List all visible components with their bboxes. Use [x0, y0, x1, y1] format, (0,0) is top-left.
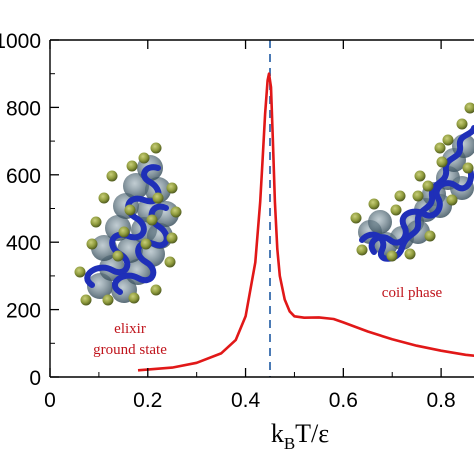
molecule-bead [146, 214, 158, 226]
molecule-bead [422, 180, 434, 192]
molecule-bead [164, 256, 176, 268]
x-axis-label-main: k [271, 419, 284, 448]
molecule-bead [102, 294, 114, 306]
molecule-bead [442, 134, 454, 146]
molecule-bead [138, 152, 150, 164]
x-tick-label: 0.4 [231, 389, 261, 412]
molecule-bead [394, 190, 406, 202]
y-tick-label: 0 [29, 367, 41, 390]
x-axis-label-rest: T/ε [295, 419, 329, 448]
molecule-bead [106, 170, 118, 182]
molecule-bead [350, 212, 362, 224]
molecule-bead [404, 248, 416, 260]
x-tick-label: 0.6 [329, 389, 358, 412]
y-tick-label: 200 [6, 300, 41, 323]
molecule-bead [150, 284, 162, 296]
molecule-bead [140, 238, 152, 250]
molecule-bead [414, 170, 426, 182]
molecule-bead [390, 204, 402, 216]
x-tick-label: 0.2 [133, 389, 162, 412]
molecule-bead [166, 232, 178, 244]
coil-backbone-2 [368, 167, 474, 255]
annotation-elixir: elixir [114, 321, 146, 337]
molecule-bead [464, 102, 474, 114]
molecule-bead [436, 156, 448, 168]
coil-molecule-illustration [350, 102, 474, 262]
molecule-bead [152, 192, 164, 204]
molecule-shell [368, 210, 392, 234]
molecule-bead [150, 142, 162, 154]
y-tick-label: 1000 [0, 30, 41, 53]
molecule-bead [90, 216, 102, 228]
x-tick-label: 0.8 [427, 389, 456, 412]
y-tick-label: 600 [6, 165, 41, 188]
molecule-bead [424, 230, 436, 242]
molecule-shell [123, 173, 149, 199]
molecule-bead [456, 118, 468, 130]
molecule-bead [80, 294, 92, 306]
coil-backbone [359, 125, 474, 262]
molecule-bead [356, 244, 368, 256]
y-tick-label: 400 [6, 232, 41, 255]
molecule-bead [74, 266, 86, 278]
molecule-bead [166, 182, 178, 194]
x-axis-label: kBT/ε [271, 419, 329, 453]
molecule-bead [112, 250, 124, 262]
series-line [137, 72, 474, 372]
molecule-bead [386, 250, 398, 262]
molecule-bead [462, 162, 474, 174]
x-tick-label: 0 [44, 389, 56, 412]
annotation-coil-phase: coil phase [382, 285, 443, 301]
molecule-bead [86, 238, 98, 250]
y-tick-label: 800 [6, 97, 41, 120]
elixir-molecule-illustration [74, 142, 182, 306]
molecule-bead [126, 160, 138, 172]
molecule-bead [124, 204, 136, 216]
molecule-bead [368, 198, 380, 210]
molecule-bead [412, 190, 424, 202]
molecule-bead [434, 142, 446, 154]
molecule-bead [170, 206, 182, 218]
molecule-bead [118, 226, 130, 238]
annotation-ground-state: ground state [93, 342, 167, 358]
molecule-bead [446, 194, 458, 206]
x-axis-label-subscript: B [284, 434, 295, 453]
molecule-bead [98, 192, 110, 204]
molecule-bead [128, 292, 140, 304]
elixir-helix-backbone [84, 164, 162, 288]
